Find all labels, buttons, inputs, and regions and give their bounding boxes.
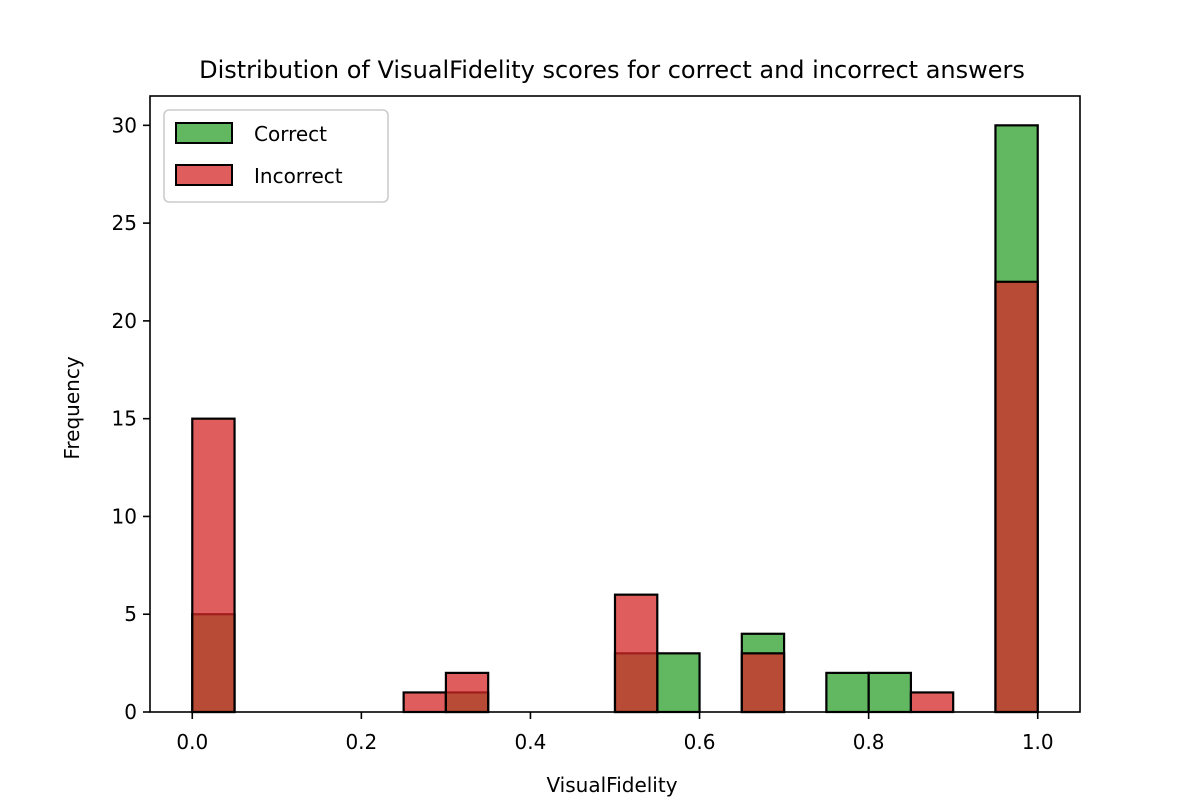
y-tick-label: 30 bbox=[112, 113, 137, 137]
legend-swatch-correct bbox=[175, 122, 233, 144]
legend: Correct Incorrect bbox=[163, 109, 389, 203]
bar-incorrect-0 bbox=[191, 417, 236, 714]
legend-label-incorrect: Incorrect bbox=[254, 164, 343, 188]
legend-swatch-incorrect bbox=[175, 164, 233, 186]
x-tick-label: 0.2 bbox=[345, 730, 377, 754]
bar-incorrect-13 bbox=[740, 652, 786, 714]
bar-correct-16 bbox=[867, 671, 913, 714]
y-tick-label: 10 bbox=[112, 504, 137, 528]
y-axis-label: Frequency bbox=[60, 356, 84, 459]
axes-layer: 0.0 0.2 0.4 0.6 0.8 1.0 0 5 10 15 20 25 30 bbox=[112, 95, 1081, 754]
chart-title: Distribution of VisualFidelity scores fo… bbox=[199, 56, 1025, 84]
bar-incorrect-10 bbox=[613, 593, 659, 714]
bar-incorrect-17 bbox=[909, 691, 955, 714]
legend-label-correct: Correct bbox=[254, 122, 327, 146]
x-tick-label: 0.6 bbox=[684, 730, 716, 754]
bar-incorrect-6 bbox=[444, 671, 490, 714]
y-tick-label: 0 bbox=[124, 700, 137, 724]
x-tick-label: 0.4 bbox=[515, 730, 547, 754]
x-axis-label: VisualFidelity bbox=[546, 773, 677, 797]
bar-correct-11 bbox=[656, 652, 701, 714]
bars-layer bbox=[191, 124, 1039, 714]
bar-correct-15 bbox=[825, 671, 870, 714]
bar-incorrect-19 bbox=[994, 280, 1039, 714]
y-tick-label: 20 bbox=[112, 309, 137, 333]
x-tick-label: 0.0 bbox=[176, 730, 208, 754]
x-tick-label: 0.8 bbox=[853, 730, 885, 754]
plot-frame bbox=[149, 95, 1081, 713]
y-tick-label: 5 bbox=[124, 602, 137, 626]
y-tick-label: 15 bbox=[112, 407, 137, 431]
bar-incorrect-5 bbox=[402, 691, 448, 714]
y-tick-label: 25 bbox=[112, 211, 137, 235]
x-tick-label: 1.0 bbox=[1022, 730, 1054, 754]
